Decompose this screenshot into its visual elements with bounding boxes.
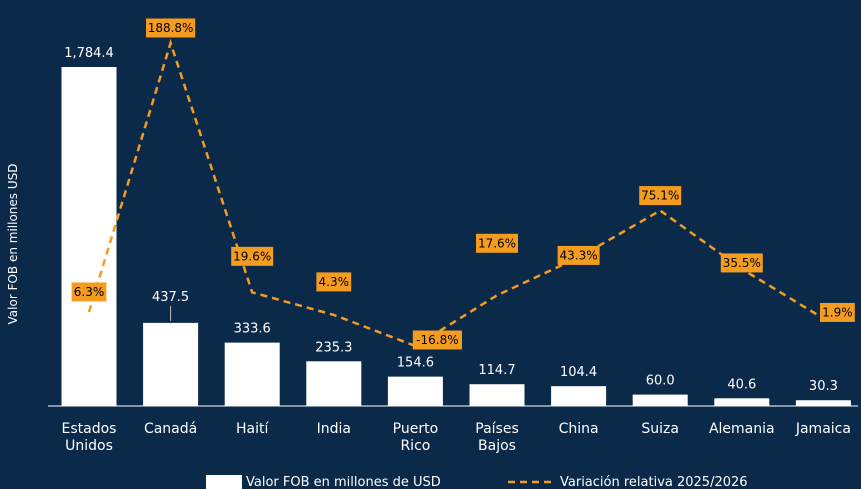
- percent-label: 43.3%: [560, 248, 598, 262]
- bars-layer: [61, 67, 851, 406]
- bar-value-label: 437.5: [152, 290, 189, 305]
- percent-label: 19.6%: [233, 249, 271, 263]
- bar-value-label: 60.0: [646, 374, 675, 389]
- category-label: Jamaica: [795, 421, 851, 437]
- legend-bar-swatch: [206, 475, 242, 489]
- bar-value-label: 333.6: [234, 322, 271, 337]
- y-axis-label: Valor FOB en millones USD: [6, 164, 20, 325]
- bar: [795, 400, 851, 406]
- percent-label-box: [820, 302, 855, 322]
- legend: Valor FOB en millones de USD Variación r…: [206, 475, 748, 489]
- y-axis-title: Valor FOB en millones USD: [6, 164, 20, 325]
- bar-value-label: 235.3: [315, 340, 352, 355]
- percent-label: 4.3%: [319, 275, 350, 289]
- category-label: Suiza: [641, 421, 679, 437]
- bar-labels-layer: 1,784.4 437.5 333.6 235.3 154.6 114.7 104.4 60.…: [64, 46, 838, 394]
- bar: [306, 361, 362, 406]
- bar-value-label: 114.7: [478, 363, 515, 378]
- bar: [224, 342, 280, 406]
- percent-label-box: [720, 253, 763, 273]
- percent-label: 17.6%: [478, 236, 516, 250]
- category-label: Unidos: [65, 438, 113, 454]
- bar: [714, 398, 770, 406]
- bar: [551, 386, 607, 406]
- category-label: Rico: [400, 438, 430, 454]
- category-label: Países: [475, 421, 518, 437]
- legend-line-label: Variación relativa 2025/2026: [560, 475, 748, 489]
- bar-value-label: 30.3: [809, 379, 838, 394]
- category-label: Alemania: [709, 421, 775, 437]
- percent-label: 35.5%: [723, 256, 761, 270]
- category-label: Puerto: [393, 421, 439, 437]
- category-label: Estados: [62, 421, 117, 437]
- bar: [387, 376, 443, 406]
- percent-label-box: [231, 246, 274, 266]
- category-label: Bajos: [478, 438, 516, 454]
- category-label: Canadá: [144, 421, 197, 437]
- percent-labels-layer: 6.3% 188.8% 19.6% 4.3% -16.8% 17.6% 43.3% 75.1%…: [71, 18, 855, 350]
- variation-line: [87, 38, 825, 348]
- percent-label: 188.8%: [148, 21, 194, 35]
- percent-label-box: [412, 330, 462, 350]
- bar: [61, 67, 117, 406]
- category-label: Haití: [236, 421, 269, 437]
- bar: [143, 322, 199, 406]
- category-label: India: [317, 421, 351, 437]
- percent-label: 75.1%: [641, 189, 679, 203]
- bar-value-label: 40.6: [727, 377, 756, 392]
- line-layer: [87, 38, 825, 348]
- bar-value-label: 104.4: [560, 365, 597, 380]
- bar-value-label: 1,784.4: [64, 46, 114, 61]
- percent-label-box: [316, 272, 352, 292]
- percent-label-box: [557, 245, 600, 265]
- bar-value-label: 154.6: [397, 356, 434, 371]
- percent-label-box: [71, 282, 107, 302]
- category-label: China: [559, 421, 599, 437]
- percent-label: -16.8%: [416, 333, 458, 347]
- percent-label-box: [146, 18, 196, 38]
- percent-label: 6.3%: [74, 285, 105, 299]
- bar: [632, 394, 688, 406]
- legend-bar-label: Valor FOB en millones de USD: [246, 475, 441, 489]
- bar: [469, 384, 525, 406]
- percent-label-box: [639, 186, 682, 206]
- percent-label: 1.9%: [822, 305, 853, 319]
- percent-label-box: [476, 233, 518, 253]
